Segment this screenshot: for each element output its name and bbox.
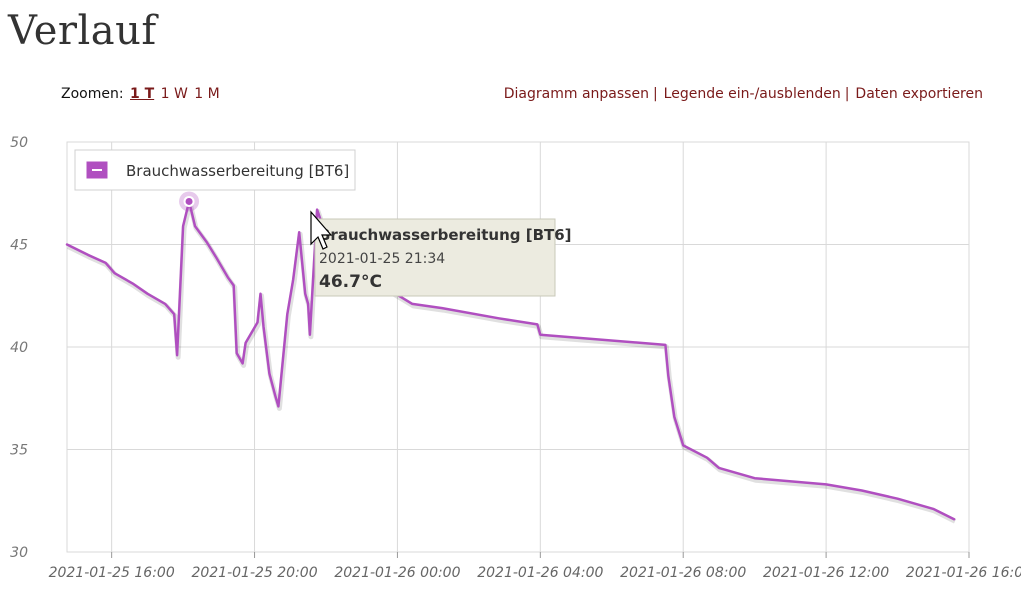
- tooltip-box: [314, 218, 556, 297]
- chart-axes: 30 35 40 45 50 2021-01-25 16:00 2021-01-25 20:…: [10, 135, 1021, 581]
- y-tick-label: 40: [10, 340, 28, 356]
- tooltip: Brauchwasserbereitung [BT6] 2021-01-25 2…: [314, 218, 572, 297]
- zoom-1-week-link[interactable]: 1 W: [160, 86, 188, 102]
- hover-point: [183, 195, 195, 207]
- hover-marker: [179, 191, 200, 212]
- zoom-1-day-link[interactable]: 1 T: [130, 86, 155, 102]
- zoom-label: Zoomen:: [61, 86, 124, 102]
- chart-grid: [66, 141, 970, 553]
- y-tick-label: 45: [10, 238, 28, 254]
- series-line: [65, 200, 956, 521]
- x-tick-label: 2021-01-25 16:00: [49, 565, 175, 581]
- x-tick-label: 2021-01-26 04:00: [477, 565, 603, 581]
- x-tick-label: 2021-01-26 12:00: [763, 565, 889, 581]
- chart-legend[interactable]: Brauchwasserbereitung [BT6]: [74, 149, 356, 191]
- y-tick-label: 30: [10, 545, 28, 561]
- x-tick-label: 2021-01-26 08:00: [620, 565, 746, 581]
- tooltip-series: Brauchwasserbereitung [BT6]: [319, 226, 572, 244]
- separator: |: [844, 86, 850, 102]
- x-tick-label: 2021-01-25 20:00: [191, 565, 317, 581]
- page-title: Verlauf: [8, 8, 157, 54]
- y-tick-label: 50: [10, 135, 28, 151]
- legend-box: [74, 149, 356, 191]
- y-tick-label: 35: [10, 443, 28, 459]
- x-tick-label: 2021-01-26 00:00: [334, 565, 460, 581]
- zoom-bar: Zoomen: 1 T 1 W 1 M: [61, 86, 220, 102]
- legend-label: Brauchwasserbereitung [BT6]: [126, 162, 349, 180]
- chart-series: [65, 200, 957, 524]
- chart-actions: Diagramm anpassen | Legende ein-/ausblende…: [504, 86, 983, 102]
- toggle-legend-link[interactable]: Legende ein-/ausblenden: [663, 86, 841, 102]
- zoom-1-month-link[interactable]: 1 M: [194, 86, 220, 102]
- customize-chart-link[interactable]: Diagramm anpassen: [503, 86, 649, 102]
- tooltip-time: 2021-01-25 21:34: [319, 251, 445, 267]
- separator: |: [652, 86, 658, 102]
- mouse-cursor-icon: [310, 210, 333, 250]
- x-tick-label: 2021-01-26 16:00: [906, 565, 1021, 581]
- export-data-link[interactable]: Daten exportieren: [855, 86, 983, 102]
- tooltip-value: 46.7°C: [319, 272, 382, 292]
